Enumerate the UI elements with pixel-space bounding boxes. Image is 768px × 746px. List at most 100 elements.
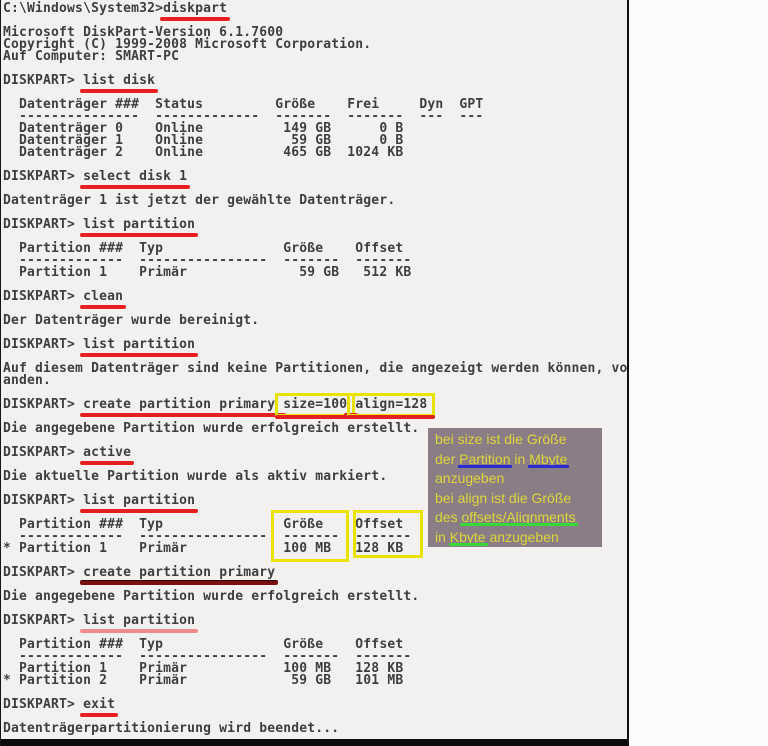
note-text: bei size ist die Größe <box>435 431 567 447</box>
console-line: Datenträger 1 ist jetzt der gewählte Dat… <box>3 193 629 208</box>
console-text-underlined: list partition <box>83 493 196 508</box>
console-text: DISKPART> <box>3 289 84 304</box>
console-line: DISKPART> list partition <box>3 217 629 232</box>
highlight-box-offset-column <box>353 510 423 558</box>
console-text: DISKPART> <box>3 565 84 580</box>
console-text: DISKPART> <box>3 73 84 88</box>
console-line: Der Datenträger wurde bereinigt. <box>3 313 629 328</box>
console-text: Auf Computer: SMART-PC <box>3 49 180 64</box>
console-text-underlined: list partition <box>83 613 196 628</box>
console-line: Copyright (C) 1999-2008 Microsoft Corpor… <box>3 37 629 52</box>
console-text: Der Datenträger wurde bereinigt. <box>3 313 260 328</box>
console-text-underlined: select disk 1 <box>83 169 188 184</box>
console-line: DISKPART> list disk <box>3 73 629 88</box>
console-text: Partition ### Typ Größe Offset <box>3 637 404 652</box>
console-text: DISKPART> <box>3 493 84 508</box>
console-text: Microsoft DiskPart-Version 6.1.7600 <box>3 25 284 40</box>
note-text-underlined: Kbyte <box>449 528 486 545</box>
console-text: * Partition 2 Primär 59 GB 101 MB <box>3 673 404 688</box>
console-text-underlined: diskpart <box>163 1 228 16</box>
console-text: anden. <box>3 373 52 388</box>
console-text-underlined: exit <box>83 697 116 712</box>
console-line: C:\Windows\System32>diskpart <box>3 1 629 16</box>
console-line: Datenträger 0 Online 149 GB 0 B <box>3 121 629 136</box>
console-line: * Partition 2 Primär 59 GB 101 MB <box>3 673 629 688</box>
console-text: ------------- ---------------- ------- -… <box>3 649 412 664</box>
console-line: DISKPART> create partition primary <box>3 565 629 580</box>
console-text: Partition 1 Primär 100 MB 128 KB <box>3 661 404 676</box>
note-text-underlined: offsets/Alignments <box>461 509 576 525</box>
console-text: DISKPART> <box>3 217 84 232</box>
note-text: in <box>435 528 450 545</box>
note-text: bei align ist die Größe <box>435 489 572 506</box>
console-text: Auf diesem Datenträger sind keine Partit… <box>3 361 628 376</box>
console-text: DISKPART> <box>3 169 84 184</box>
note-text-underlined: Mbyte <box>529 450 568 467</box>
console-right-border <box>627 0 629 746</box>
note-line: des offsets/Alignments <box>435 508 602 528</box>
console-line: Datenträger 2 Online 465 GB 1024 KB <box>3 145 629 160</box>
console-line: Datenträger ### Status Größe Frei Dyn GP… <box>3 97 629 112</box>
console-line: anden. <box>3 373 629 388</box>
console-text: DISKPART> <box>3 445 84 460</box>
console-text: Datenträgerpartitionierung wird beendet.… <box>3 721 340 736</box>
annotation-note: bei size ist die Größe der Partition in M… <box>428 428 602 547</box>
console-line: DISKPART> list partition <box>3 493 629 508</box>
console-line: Auf diesem Datenträger sind keine Partit… <box>3 361 629 376</box>
note-text: anzugeben <box>485 528 559 545</box>
console-text: DISKPART> <box>3 613 84 628</box>
console-line: DISKPART> list partition <box>3 337 629 352</box>
console-text-underlined: create partition primary <box>83 397 284 412</box>
console-text: Datenträger ### Status Größe Frei Dyn GP… <box>3 97 484 112</box>
console-text-underlined: list partition <box>83 337 196 352</box>
console-line: DISKPART> exit <box>3 697 629 712</box>
console-text: Partition 1 Primär 59 GB 512 KB <box>3 265 412 280</box>
console-line: Partition 1 Primär 59 GB 512 KB <box>3 265 629 280</box>
console-line: Partition ### Typ Größe Offset <box>3 518 629 531</box>
console-text: DISKPART> <box>3 697 84 712</box>
console-text: Die angegebene Partition wurde erfolgrei… <box>3 421 420 436</box>
console-line: Auf Computer: SMART-PC <box>3 49 629 64</box>
note-text: der <box>435 450 460 467</box>
console-line: ------------- ---------------- ------- -… <box>3 253 629 268</box>
console-line: Partition ### Typ Größe Offset <box>3 241 629 256</box>
console-text: * Partition 1 Primär 100 MB 128 KB <box>3 541 404 556</box>
console-text: Die angegebene Partition wurde erfolgrei… <box>3 589 420 604</box>
console-text-underlined: clean <box>83 289 124 304</box>
note-text: anzugeben <box>435 470 505 486</box>
console-line: --------------- ------------- ------- --… <box>3 109 629 124</box>
console-line: Die aktuelle Partition wurde als aktiv m… <box>3 470 629 483</box>
console-line: Partition 1 Primär 100 MB 128 KB <box>3 661 629 676</box>
console-text-underlined: active <box>83 445 132 460</box>
highlight-box-groesse-column <box>271 510 349 562</box>
console-text: Datenträger 0 Online 149 GB 0 B <box>3 121 404 136</box>
console-line: Die angegebene Partition wurde erfolgrei… <box>3 421 629 436</box>
console-output: C:\Windows\System32>diskpart Microsoft Di… <box>1 0 629 735</box>
console-line: DISKPART> active <box>3 445 629 460</box>
console-line: Die angegebene Partition wurde erfolgrei… <box>3 589 629 604</box>
console-line: DISKPART> select disk 1 <box>3 169 629 184</box>
console-text: Datenträger 2 Online 465 GB 1024 KB <box>3 145 404 160</box>
console-line: DISKPART> create partition primary size=… <box>3 393 629 417</box>
console-text: ------------- ---------------- ------- -… <box>3 253 412 268</box>
console-text-underlined: list partition <box>83 217 196 232</box>
note-line: bei align ist die Größe <box>435 489 602 509</box>
console-line: Datenträgerpartitionierung wird beendet.… <box>3 721 629 736</box>
console-text: Partition ### Typ Größe Offset <box>3 241 404 256</box>
console-window[interactable]: C:\Windows\System32>diskpart Microsoft Di… <box>0 0 629 746</box>
console-text-underlined: create partition primary <box>83 565 276 580</box>
console-text: Datenträger 1 Online 59 GB 0 B <box>3 133 404 148</box>
note-line: in Kbyte anzugeben <box>435 528 602 548</box>
note-line: bei size ist die Größe <box>435 430 602 450</box>
console-text: DISKPART> <box>3 337 84 352</box>
command-arg-highlighted: align=128 <box>347 393 436 417</box>
console-text: --------------- ------------- ------- --… <box>3 109 484 124</box>
console-line: DISKPART> clean <box>3 289 629 304</box>
console-line: Partition ### Typ Größe Offset <box>3 637 629 652</box>
console-text: Copyright (C) 1999-2008 Microsoft Corpor… <box>3 37 372 52</box>
note-text: in <box>510 450 530 467</box>
console-text: Datenträger 1 ist jetzt der gewählte Dat… <box>3 193 396 208</box>
console-line: ------------- ---------------- ------- -… <box>3 649 629 664</box>
console-text: DISKPART> <box>3 397 84 412</box>
